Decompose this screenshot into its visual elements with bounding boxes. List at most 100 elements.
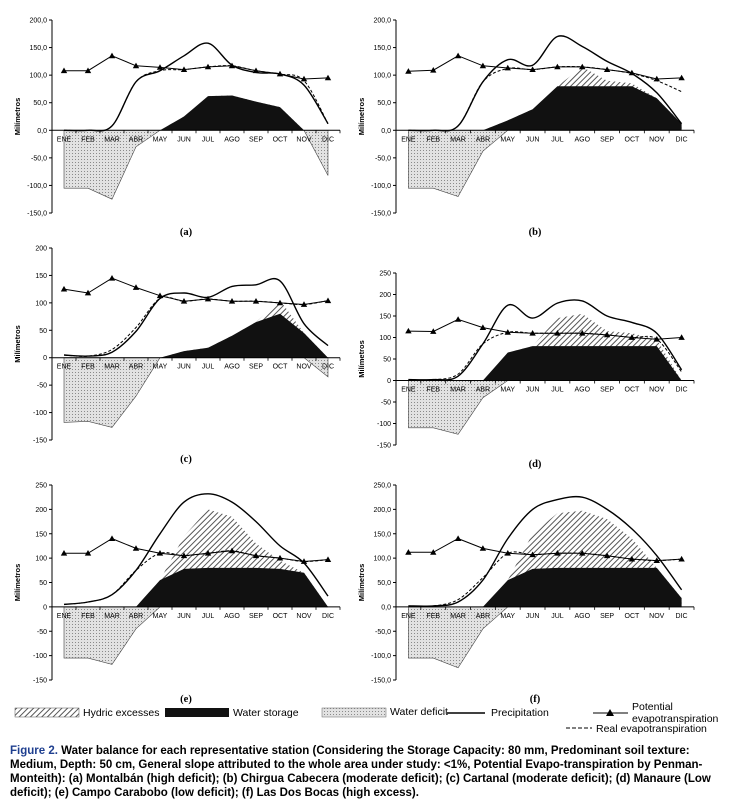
pet-marker <box>554 550 561 556</box>
pet-marker <box>108 275 116 281</box>
pet-marker <box>84 289 92 296</box>
y-tick-label: -150 <box>33 678 47 685</box>
x-tick-label: FEB <box>426 136 440 143</box>
panel-label: (d) <box>529 459 542 470</box>
pet-marker <box>603 66 611 72</box>
y-tick-label: -50 <box>381 400 391 407</box>
y-tick-label: -100,0 <box>371 183 391 190</box>
y-axis-title: Milímetros <box>13 325 22 363</box>
x-tick-label: NOV <box>296 136 312 143</box>
pet-marker <box>579 330 586 336</box>
x-tick-label: AGO <box>224 364 240 371</box>
legend-label-deficit: Water deficit <box>390 706 448 718</box>
pet-marker <box>204 295 212 302</box>
x-tick-label: ABR <box>476 136 490 143</box>
y-tick-label: 0 <box>43 604 47 611</box>
y-axis-title: Milímetros <box>13 98 22 136</box>
x-tick-label: NOV <box>649 387 665 394</box>
pet-marker <box>454 52 462 59</box>
legend-swatch-deficit <box>321 707 387 718</box>
pet-marker <box>678 74 685 81</box>
x-tick-label: JUN <box>526 387 540 394</box>
x-tick-label: ENE <box>401 387 416 394</box>
pet-marker <box>430 67 437 73</box>
pet-marker <box>180 298 188 304</box>
y-tick-label: 200,0 <box>29 18 47 25</box>
pet-marker <box>554 330 561 336</box>
x-tick-label: ENE <box>57 613 72 620</box>
panel-label: (a) <box>180 227 193 238</box>
x-tick-label: SEP <box>600 613 614 620</box>
y-axis-title: Milímetros <box>357 340 366 378</box>
y-tick-label: 150,0 <box>29 45 47 52</box>
y-tick-label: 100 <box>35 300 47 307</box>
y-tick-label: 150 <box>35 531 47 538</box>
chart-panel: 200,0 150,0 100,0 50,0 0,0 -50,0 -100,0 -150,0 M… <box>357 18 695 238</box>
water-storage-area <box>64 95 328 131</box>
x-tick-label: SEP <box>600 387 614 394</box>
pet-marker <box>479 324 487 330</box>
x-tick-label: SEP <box>249 136 263 143</box>
y-tick-label: 250 <box>379 271 391 278</box>
pet-marker <box>156 292 164 299</box>
pet-marker <box>300 558 308 564</box>
pet-marker <box>252 298 260 304</box>
pet-marker <box>84 67 92 74</box>
potential-evapotranspiration-line <box>64 538 329 563</box>
x-tick-label: DIC <box>676 613 688 620</box>
x-tick-label: DIC <box>676 387 688 394</box>
y-tick-label: 150,0 <box>373 45 391 52</box>
y-tick-label: 50,0 <box>377 100 391 107</box>
precipitation-line <box>63 277 329 357</box>
y-tick-label: -100 <box>33 653 47 660</box>
y-tick-label: 0 <box>387 378 391 385</box>
pet-marker <box>228 298 236 304</box>
x-tick-label: ENE <box>57 364 72 371</box>
x-tick-label: JUN <box>177 613 191 620</box>
pet-marker <box>603 552 611 559</box>
x-tick-label: OCT <box>625 613 641 620</box>
pet-marker <box>529 551 536 558</box>
potential-evapotranspiration-line <box>63 277 329 306</box>
y-tick-label: 200,0 <box>373 507 391 514</box>
x-tick-label: NOV <box>296 613 312 620</box>
y-tick-label: 200 <box>35 246 47 253</box>
chart-panel: 200 150 100 50 0 -50 -100 -150 Milímetros ENE FEB M… <box>13 246 341 465</box>
x-tick-label: FEB <box>426 387 440 394</box>
legend-label-pet-1: Potential <box>632 701 673 713</box>
x-tick-label: MAR <box>104 136 120 143</box>
water-storage-area <box>64 567 328 607</box>
pet-marker <box>579 63 586 70</box>
pet-marker <box>108 535 116 541</box>
y-tick-label: 100,0 <box>373 556 391 563</box>
x-tick-label: DIC <box>322 364 334 371</box>
y-tick-label: -50,0 <box>375 629 391 636</box>
pet-marker <box>628 334 636 340</box>
pet-marker <box>252 552 260 559</box>
y-tick-label: 150 <box>35 273 47 280</box>
pet-marker <box>554 63 561 70</box>
x-tick-label: JUN <box>526 613 540 620</box>
pet-marker <box>132 62 140 69</box>
pet-marker <box>204 63 212 70</box>
x-tick-label: JUL <box>202 364 215 371</box>
y-tick-label: -150,0 <box>27 211 47 218</box>
x-tick-label: AGO <box>574 613 590 620</box>
pet-marker <box>628 69 636 76</box>
pet-marker <box>678 334 685 340</box>
pet-marker <box>479 62 487 69</box>
pet-marker <box>405 327 412 334</box>
x-tick-label: MAY <box>153 364 168 371</box>
y-tick-label: -50 <box>37 383 47 390</box>
pet-marker <box>228 547 236 554</box>
y-tick-label: 200,0 <box>373 18 391 25</box>
pet-marker <box>454 316 462 322</box>
x-tick-label: AGO <box>574 136 590 143</box>
y-axis-title: Milímetros <box>357 98 366 136</box>
panel-label: (c) <box>180 454 192 465</box>
water-storage-area <box>408 346 682 381</box>
x-tick-label: DIC <box>676 136 688 143</box>
pet-marker <box>180 66 188 72</box>
pet-marker <box>653 557 660 563</box>
